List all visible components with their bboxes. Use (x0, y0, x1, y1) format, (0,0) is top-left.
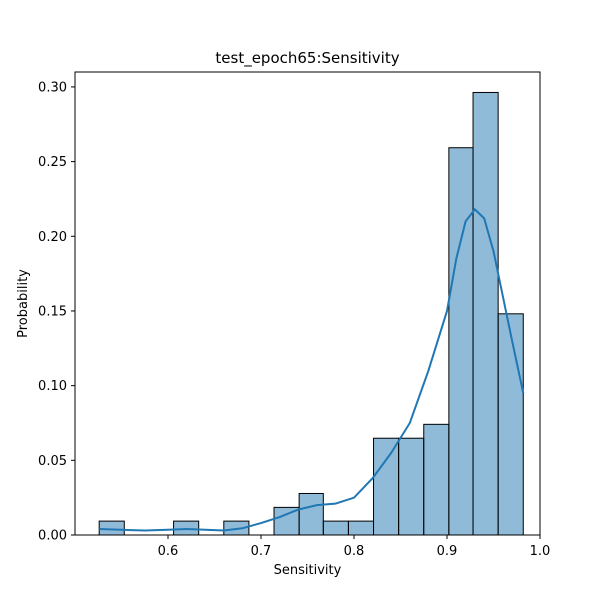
y-tick-label: 0.25 (38, 155, 67, 170)
y-tick-label: 0.10 (38, 379, 67, 394)
histogram-bar (322, 520, 349, 536)
histogram-bar (347, 520, 375, 536)
kde-curve (99, 207, 525, 532)
y-tick-label: 0.05 (38, 454, 67, 469)
plot-frame (74, 71, 541, 536)
histogram-bar (423, 423, 450, 536)
x-axis: 0.6 0.7 0.8 0.9 1.0 (158, 535, 551, 559)
histogram-bar (497, 313, 524, 536)
y-tick-label: 0.20 (38, 230, 67, 245)
x-tick-label: 1.0 (530, 544, 551, 559)
histogram-bar (298, 492, 324, 536)
histogram-bar (472, 91, 499, 536)
histogram-bars (98, 91, 524, 536)
chart-title: test_epoch65:Sensitivity (215, 49, 399, 68)
histogram-bar (398, 437, 425, 536)
y-tick-label: 0.30 (38, 80, 67, 95)
y-axis: 0.00 0.05 0.10 0.15 0.20 0.25 0.30 (38, 80, 75, 544)
histogram-bar (448, 147, 474, 536)
x-tick-label: 0.9 (437, 544, 458, 559)
x-tick-label: 0.6 (158, 544, 179, 559)
y-axis-label: Probability (16, 269, 31, 338)
x-tick-label: 0.7 (251, 544, 272, 559)
x-axis-label: Sensitivity (274, 563, 342, 578)
histogram-bar (98, 520, 125, 536)
y-tick-label: 0.15 (38, 304, 67, 319)
histogram-bar (373, 437, 400, 536)
x-tick-label: 0.8 (344, 544, 365, 559)
y-tick-label: 0.00 (38, 529, 67, 544)
